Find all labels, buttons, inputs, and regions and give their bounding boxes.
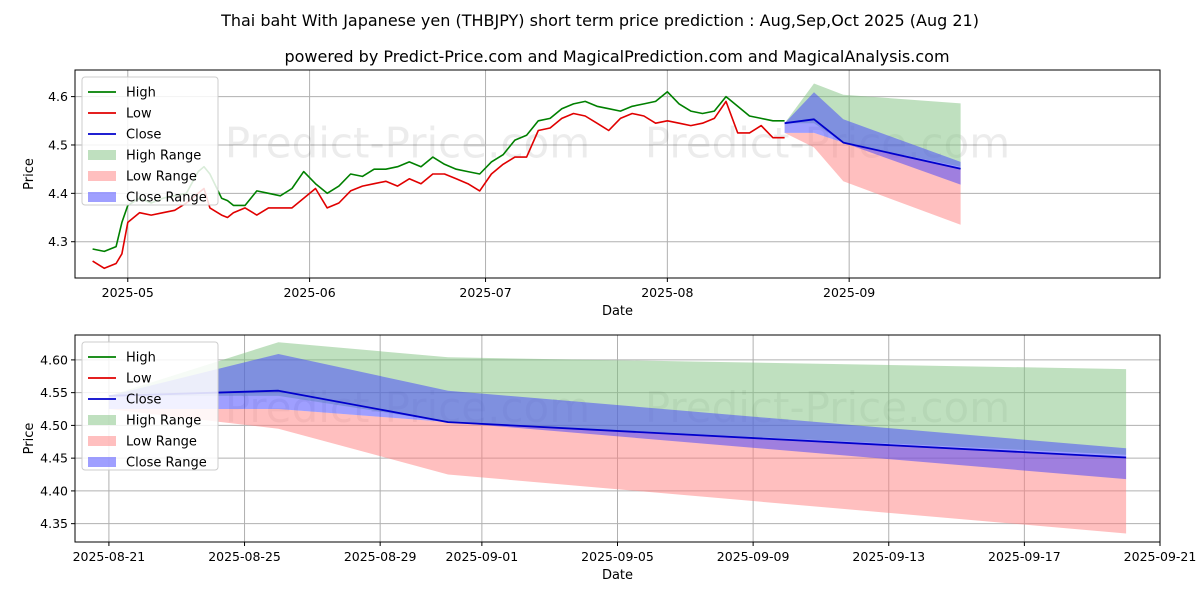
legend-high-range-swatch xyxy=(88,150,116,160)
legend-high-range-label: High Range xyxy=(126,414,201,429)
x-axis-label: Date xyxy=(602,304,633,319)
y-tick-label: 4.4 xyxy=(48,186,68,201)
x-tick-label: 2025-08-21 xyxy=(73,549,146,564)
plot-area xyxy=(92,83,961,270)
y-axis-label: Price xyxy=(22,423,37,455)
x-axis-label: Date xyxy=(602,568,633,583)
legend-high-range-swatch xyxy=(88,415,116,425)
chart-subtitle: powered by Predict-Price.com and Magical… xyxy=(284,47,949,66)
x-tick-label: 2025-08-25 xyxy=(208,549,281,564)
low-range-band xyxy=(108,409,1127,534)
close-range-band xyxy=(108,354,1127,480)
y-tick-label: 4.55 xyxy=(40,385,68,400)
x-tick-label: 2025-06 xyxy=(283,285,335,300)
x-tick-label: 2025-09-09 xyxy=(717,549,790,564)
legend-high-label: High xyxy=(126,86,156,101)
x-tick-label: 2025-08-29 xyxy=(344,549,417,564)
legend-low-range-swatch xyxy=(88,436,116,446)
legend-high-label: High xyxy=(126,351,156,366)
x-tick-label: 2025-09-21 xyxy=(1124,549,1197,564)
y-tick-label: 4.40 xyxy=(40,483,68,498)
legend-low-range-label: Low Range xyxy=(126,435,197,450)
x-tick-label: 2025-05 xyxy=(102,285,154,300)
y-tick-label: 4.45 xyxy=(40,451,68,466)
x-tick-label: 2025-07 xyxy=(459,285,511,300)
bottom-panel-forecast-detail: 2025-08-21 2025-08-25 2025-08-29 2025-09-01… xyxy=(22,334,1197,583)
low-range-band xyxy=(784,132,961,225)
close-range-band xyxy=(784,92,961,185)
chart-title: Thai baht With Japanese yen (THBJPY) sho… xyxy=(220,11,979,30)
x-tick-label: 2025-09-13 xyxy=(852,549,925,564)
y-tick-label: 4.60 xyxy=(40,352,68,367)
x-tick-label: 2025-09-17 xyxy=(988,549,1061,564)
high-range-band xyxy=(784,83,961,167)
y-tick-label: 4.6 xyxy=(48,89,68,104)
legend-close-label: Close xyxy=(126,393,161,408)
x-tick-label: 2025-09-05 xyxy=(581,549,654,564)
legend-low-range-swatch xyxy=(88,171,116,181)
watermark: Predict-Price.com xyxy=(225,118,590,167)
legend: High Low Close High Range Low Range Close Ran… xyxy=(81,76,219,206)
x-tick-label: 2025-09 xyxy=(823,285,875,300)
legend-low-label: Low xyxy=(126,107,152,122)
legend-high-range-label: High Range xyxy=(126,149,201,164)
y-tick-label: 4.3 xyxy=(48,234,68,249)
y-axis-label: Price xyxy=(22,158,37,190)
x-tick-label: 2025-08 xyxy=(641,285,693,300)
y-tick-label: 4.35 xyxy=(40,516,68,531)
legend-low-range-label: Low Range xyxy=(126,170,197,185)
plot-area xyxy=(108,342,1127,534)
close-line xyxy=(784,118,961,170)
legend-close-range-label: Close Range xyxy=(126,456,207,471)
y-tick-label: 4.5 xyxy=(48,137,68,152)
legend-close-range-swatch xyxy=(88,192,116,202)
legend-close-label: Close xyxy=(126,128,161,143)
axes-frame xyxy=(74,69,1161,279)
legend-low-label: Low xyxy=(126,372,152,387)
y-tick-label: 4.50 xyxy=(40,418,68,433)
axes-frame xyxy=(74,334,1161,543)
top-panel-history-forecast: 2025-05 2025-06 2025-07 2025-08 2025-09 4.3 4.… xyxy=(22,69,1161,319)
legend-close-range-label: Close Range xyxy=(126,191,207,206)
legend-close-range-swatch xyxy=(88,457,116,467)
legend: High Low Close High Range Low Range Close Ran… xyxy=(81,341,219,471)
x-tick-label: 2025-09-01 xyxy=(446,549,519,564)
